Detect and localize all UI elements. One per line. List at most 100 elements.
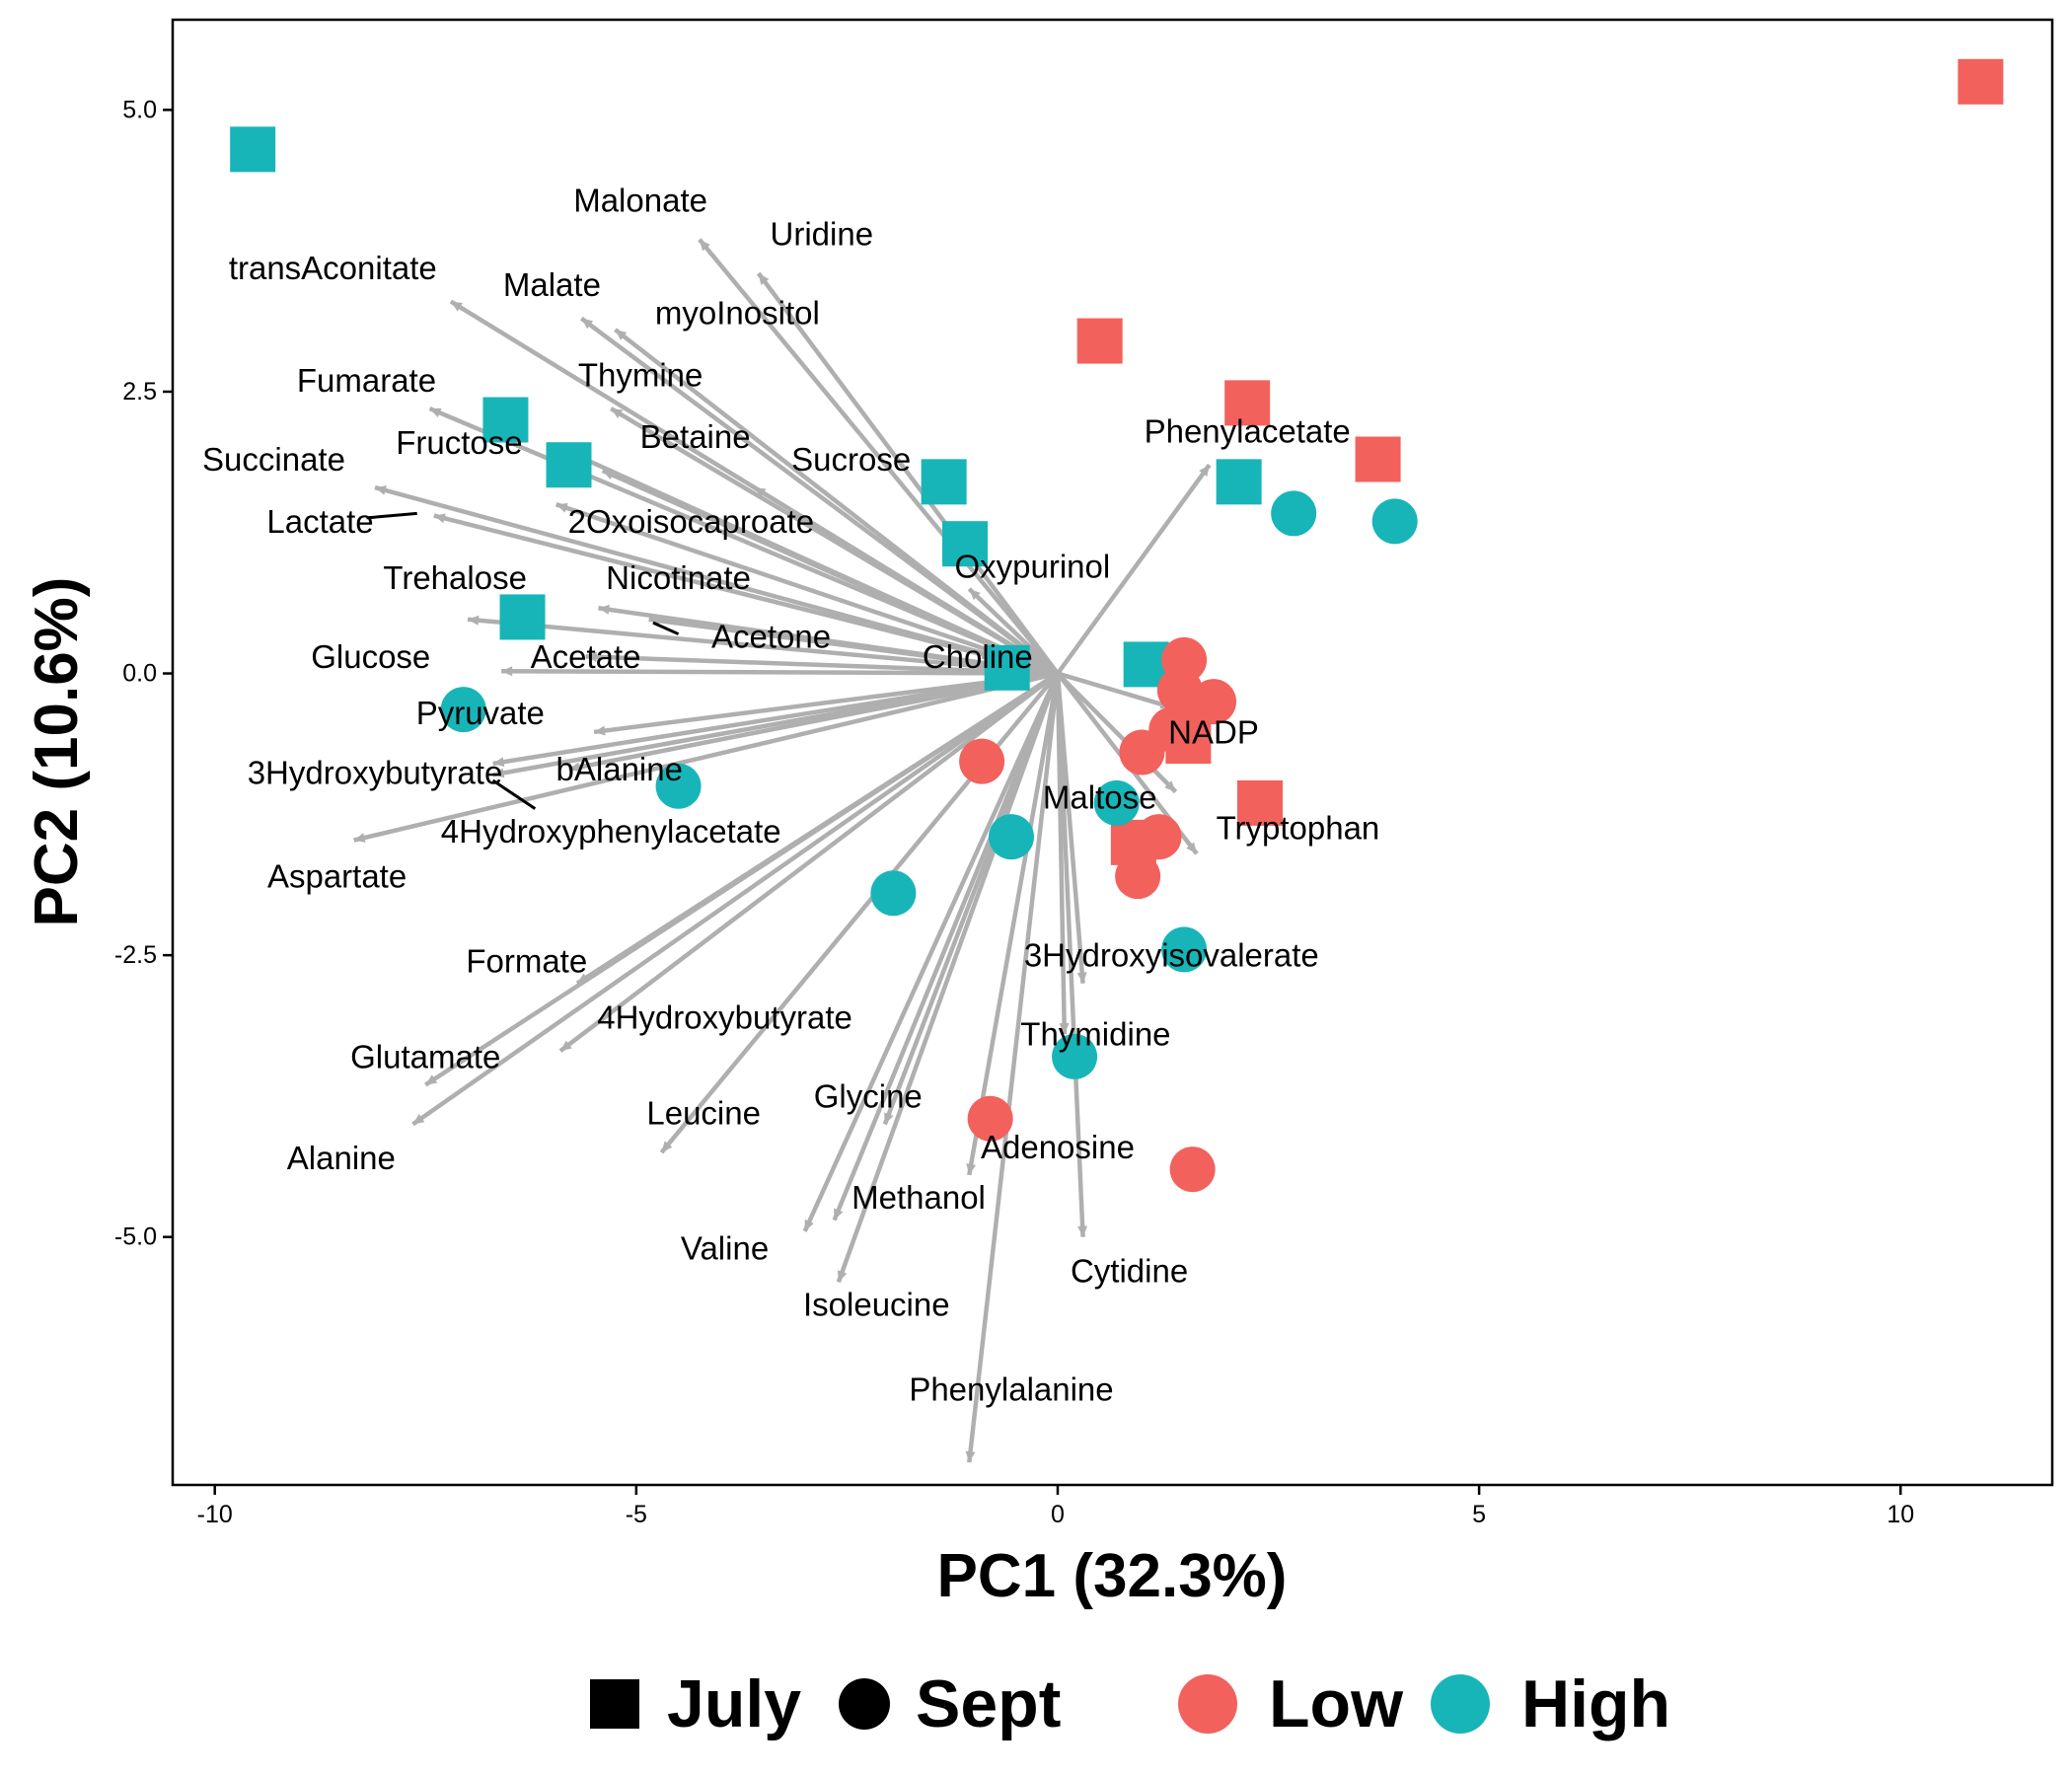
loading-label-balanine: bAlanine [556, 751, 683, 787]
loading-label-valine: Valine [681, 1230, 769, 1267]
y-tick-label: -2.5 [114, 941, 157, 969]
loading-label-betaine: Betaine [640, 418, 751, 455]
legend-label: Sept [916, 1666, 1061, 1741]
legend-item-july: July [590, 1666, 801, 1741]
legend-label: Low [1269, 1666, 1404, 1741]
loading-label-2oxoisocaproate: 2Oxoisocaproate [568, 503, 814, 540]
loading-arrow-pyruvate [593, 671, 1059, 736]
loading-arrow-lactate [433, 513, 1059, 676]
loading-arrow-phenylacetate [1056, 463, 1212, 675]
point-sept-high [1371, 498, 1418, 545]
loading-arrow-2oxoisocaproate [555, 502, 1059, 676]
point-july-high [921, 459, 967, 505]
loading-label-alanine: Alanine [287, 1140, 396, 1176]
loading-arrow-uridine [756, 271, 1060, 675]
loading-label-glutamate: Glutamate [350, 1038, 500, 1074]
loading-arrow-adenosine [966, 673, 1061, 1176]
loading-arrow-malonate [698, 238, 1060, 675]
loading-label-phenylalanine: Phenylalanine [909, 1370, 1113, 1407]
point-sept-low [1119, 729, 1165, 776]
point-july-high [942, 521, 989, 567]
loading-arrow-isoleucine [836, 672, 1061, 1284]
loading-arrow-glutamate [424, 671, 1060, 1087]
point-sept-high [655, 763, 702, 809]
loading-label-formate: Formate [466, 942, 587, 979]
loading-label-thymine: Thymine [578, 356, 703, 393]
loading-label-choline: Choline [923, 638, 1033, 675]
loading-label-isoleucine: Isoleucine [803, 1287, 950, 1323]
axes: -10 -5 0 5 10 -5.0 -2.5 0.0 2.5 5.0 [114, 96, 1914, 1528]
loading-arrow-fumarate [428, 407, 1059, 676]
loading-arrow-trehalose [467, 615, 1059, 676]
loading-arrow-acetate [585, 651, 1059, 676]
loading-label-4hydroxyphenylacetate: 4Hydroxyphenylacetate [441, 813, 781, 850]
loading-label-fumarate: Fumarate [297, 362, 436, 399]
x-tick-label: 10 [1887, 1501, 1914, 1528]
loading-arrow-4hydroxybutyrate [558, 671, 1060, 1054]
loading-label-uridine: Uridine [771, 216, 874, 253]
x-tick-label: -10 [197, 1501, 233, 1528]
point-july-high [482, 397, 529, 443]
loading-labels: Malonate Uridine transAconitate Malate myoIn… [202, 182, 1379, 1407]
point-july-high [230, 126, 276, 173]
loading-label-nicotinate: Nicotinate [606, 559, 751, 596]
loading-label-succinate: Succinate [202, 441, 345, 478]
loading-label-lactate: Lactate [266, 503, 373, 540]
legend-square-key [590, 1679, 639, 1729]
loading-label-sucrose: Sucrose [791, 441, 911, 478]
loading-label-aspartate: Aspartate [267, 858, 407, 895]
point-july-high [1216, 459, 1262, 505]
legend-circle-key [839, 1678, 890, 1730]
legend-item-low: Low [1178, 1666, 1404, 1741]
loading-label-acetone: Acetone [711, 618, 831, 654]
loading-label-thymidine: Thymidine [1020, 1016, 1170, 1053]
legend: July Sept Low High [590, 1666, 1670, 1741]
loading-label-fructose: Fructose [396, 424, 522, 461]
y-tick-label: -5.0 [114, 1223, 157, 1251]
sample-points [230, 58, 2004, 1193]
loading-arrow-aspartate [353, 671, 1059, 843]
point-sept-high [1271, 490, 1317, 537]
loading-label-myoinositol: myoInositol [655, 295, 820, 332]
loading-arrow-methanol [832, 672, 1061, 1221]
loading-label-4hydroxybutyrate: 4Hydroxybutyrate [597, 999, 852, 1035]
point-july-high [546, 442, 592, 488]
point-july-low [1958, 58, 2004, 105]
point-sept-low [1119, 819, 1165, 865]
loading-arrow-betaine [601, 468, 1059, 676]
point-july-high [984, 644, 1030, 691]
loading-label-tryptophan: Tryptophan [1217, 810, 1380, 847]
point-july-high [499, 594, 546, 640]
y-tick-label: 2.5 [122, 378, 157, 406]
loading-label-oxypurinol: Oxypurinol [954, 549, 1110, 585]
loading-label-3hydroxyisovalerate: 3Hydroxyisovalerate [1024, 937, 1319, 974]
x-tick-label: -5 [626, 1501, 647, 1528]
loading-label-glycine: Glycine [814, 1077, 923, 1114]
point-july-low [1236, 779, 1283, 826]
loading-label-trehalose: Trehalose [383, 559, 527, 596]
legend-label: High [1521, 1666, 1670, 1741]
label-leader-line [491, 778, 537, 810]
point-sept-high [1161, 926, 1208, 973]
legend-item-sept: Sept [839, 1666, 1061, 1741]
loading-arrow-oxypurinol [967, 587, 1060, 676]
loading-label-3hydroxybutyrate: 3Hydroxybutyrate [248, 755, 503, 791]
legend-label: July [667, 1666, 801, 1741]
loading-arrow-glucose [501, 666, 1058, 677]
loading-label-nadp: NADP [1168, 713, 1259, 750]
loading-label-acetate: Acetate [531, 638, 641, 675]
loading-arrow-phenylalanine [965, 673, 1061, 1463]
loading-arrow-valine [802, 672, 1061, 1232]
y-tick-label: 5.0 [122, 96, 157, 123]
loading-label-malate: Malate [503, 266, 601, 303]
point-sept-high [988, 814, 1034, 860]
x-tick-label: 5 [1472, 1501, 1486, 1528]
loading-label-cytidine: Cytidine [1071, 1252, 1188, 1289]
y-tick-label: 0.0 [122, 660, 157, 688]
point-sept-low [1169, 1147, 1216, 1193]
loading-arrow-myoinositol [614, 328, 1060, 676]
loading-label-transaconitate: transAconitate [229, 250, 437, 286]
point-sept-high [870, 870, 917, 917]
loading-label-phenylacetate: Phenylacetate [1145, 412, 1351, 449]
